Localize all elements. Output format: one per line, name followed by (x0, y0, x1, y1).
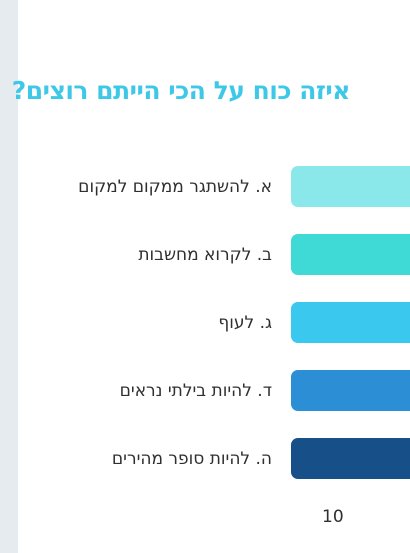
bar (291, 302, 410, 343)
left-panel-strip (0, 0, 18, 553)
chart-title: איזה כוח על הכי הייתם רוצים? (11, 76, 351, 105)
category-label: א. להשתגר ממקום למקום (78, 177, 272, 197)
category-label: ג. לעוף (218, 313, 272, 333)
category-label: ד. להיות בילתי נראים (119, 381, 272, 401)
bar (291, 370, 410, 411)
category-label: ב. לקרוא מחשבות (138, 245, 272, 265)
category-label: ה. להיות סופר מהירים (111, 449, 272, 469)
bar (291, 234, 410, 275)
bar (291, 438, 410, 479)
x-tick-label: 10 (322, 507, 344, 527)
bar (291, 166, 410, 207)
